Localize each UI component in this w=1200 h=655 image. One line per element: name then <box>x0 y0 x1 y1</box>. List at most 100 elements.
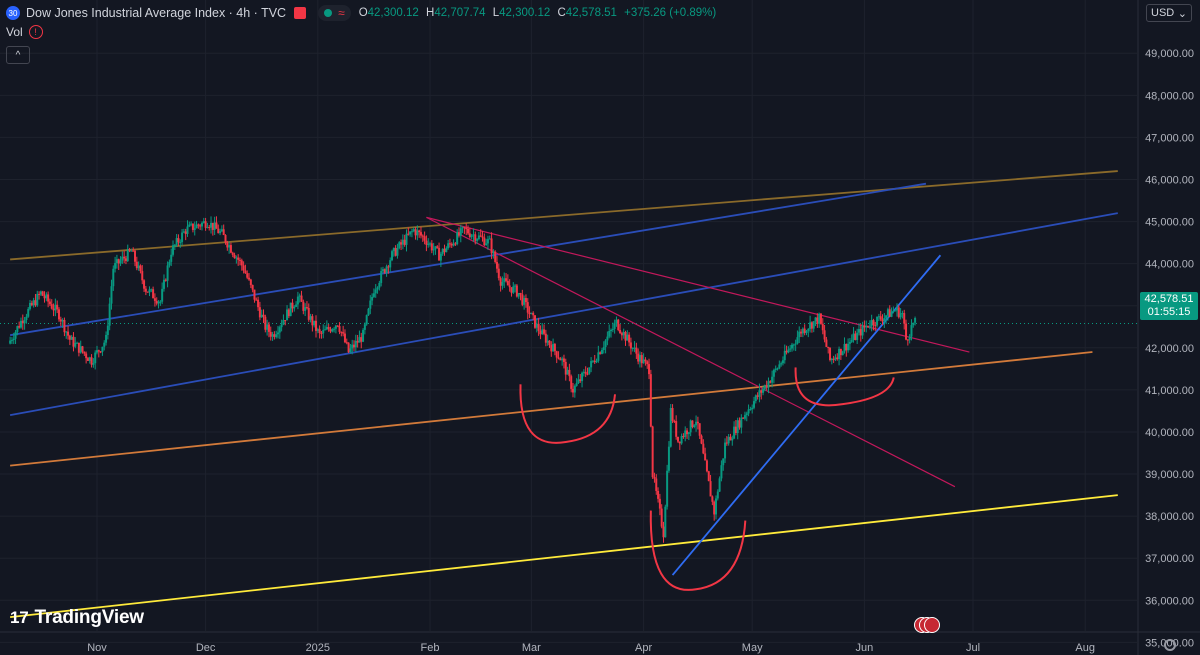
candle-body <box>506 280 509 286</box>
candle-body <box>581 372 584 382</box>
candle-body <box>114 263 117 269</box>
candle-body <box>266 324 269 330</box>
chart-header: 30 Dow Jones Industrial Average Index · … <box>6 4 720 22</box>
candle-body <box>421 235 424 237</box>
candle-body <box>769 381 772 383</box>
candle-body <box>651 426 654 478</box>
ohlc-values: O42,300.12 H42,707.74 L42,300.12 C42,578… <box>358 7 717 19</box>
candle-body <box>664 506 667 538</box>
trendline <box>10 170 1118 261</box>
candle-body <box>228 245 231 248</box>
candle-body <box>282 320 285 325</box>
candle-body <box>763 385 766 389</box>
low-value: 42,300.12 <box>499 7 551 19</box>
candle-body <box>343 333 346 343</box>
candle-body <box>166 265 169 281</box>
tradingview-logo[interactable]: 17 TradingView <box>10 607 144 629</box>
x-tick-label: Aug <box>1075 642 1095 654</box>
candle-body <box>843 343 846 352</box>
candle-body <box>441 248 444 254</box>
candle-body <box>841 351 844 356</box>
collapse-legend-button[interactable]: ^ <box>6 46 30 64</box>
candle-body <box>778 364 781 369</box>
candle-body <box>649 374 652 427</box>
candle-body <box>211 222 214 230</box>
candle-body <box>872 320 875 326</box>
candle-body <box>278 327 281 333</box>
candle-body <box>734 426 737 434</box>
candle-body <box>543 329 546 334</box>
candle-body <box>503 278 506 282</box>
status-pill[interactable]: ≈ <box>318 5 351 21</box>
candle-body <box>729 436 732 441</box>
candle-body <box>309 316 312 320</box>
candle-body <box>476 239 479 241</box>
currency-select[interactable]: USD ⌄ <box>1146 4 1192 22</box>
candle-body <box>857 329 860 333</box>
volume-legend[interactable]: Vol ! <box>6 25 43 39</box>
candle-body <box>809 322 812 329</box>
candle-body <box>354 340 357 348</box>
candle-body <box>371 296 374 301</box>
candle-body <box>134 250 137 262</box>
candle-body <box>36 293 39 306</box>
market-open-icon <box>324 9 333 17</box>
candle-body <box>468 233 471 238</box>
candle-body <box>16 326 19 332</box>
candle-body <box>457 232 460 236</box>
candle-body <box>434 246 437 250</box>
candle-body <box>304 307 307 311</box>
candle-body <box>709 481 712 497</box>
x-tick-label: Dec <box>196 642 216 654</box>
candle-body <box>895 307 898 311</box>
candle-body <box>195 224 198 229</box>
candle-body <box>653 477 656 479</box>
y-axis[interactable]: 49,000.00 48,000.00 47,000.00 46,000.00 45,0… <box>1145 48 1194 649</box>
candle-body <box>865 325 868 328</box>
candle-body <box>713 501 716 515</box>
candle-body <box>414 229 417 236</box>
candle-body <box>874 325 877 327</box>
candle-body <box>199 225 202 227</box>
candle-body <box>821 323 824 331</box>
x-tick-label: May <box>742 642 763 654</box>
warning-icon[interactable]: ! <box>28 25 43 39</box>
candle-body <box>398 242 401 249</box>
candle-body <box>568 369 571 377</box>
candle-body <box>175 238 178 245</box>
candle-body <box>669 408 672 447</box>
candle-body <box>213 222 216 230</box>
candle-body <box>155 300 158 304</box>
candle-body <box>648 364 651 375</box>
x-axis[interactable]: Nov Dec 2025 Feb Mar Apr May Jun Jul Aug <box>87 642 1095 654</box>
candle-body <box>67 331 70 336</box>
candle-body <box>123 256 126 259</box>
candle-body <box>798 331 801 338</box>
candle-body <box>834 357 837 360</box>
candle-body <box>807 328 810 331</box>
flag-icon[interactable] <box>294 7 307 19</box>
candle-body <box>385 266 388 273</box>
candle-body <box>362 329 365 342</box>
last-price-value: 42,578.51 <box>1144 293 1194 305</box>
economic-events-icon[interactable] <box>914 617 942 633</box>
chevron-down-icon: ⌄ <box>1177 7 1187 20</box>
candle-body <box>780 363 783 365</box>
candle-body <box>248 277 251 280</box>
candle-body <box>340 331 343 333</box>
candle-body <box>903 313 906 324</box>
candle-body <box>146 291 149 293</box>
candle-body <box>322 329 325 334</box>
candle-body <box>876 316 879 326</box>
candle-body <box>901 313 904 315</box>
candle-body <box>186 226 189 234</box>
candle-body <box>291 302 294 309</box>
candle-body <box>396 248 399 256</box>
volume-label: Vol <box>6 25 23 39</box>
candle-body <box>535 323 538 328</box>
gear-icon[interactable] <box>1164 639 1176 651</box>
candle-body <box>488 238 491 240</box>
symbol-title[interactable]: Dow Jones Industrial Average Index · 4h … <box>26 6 287 20</box>
